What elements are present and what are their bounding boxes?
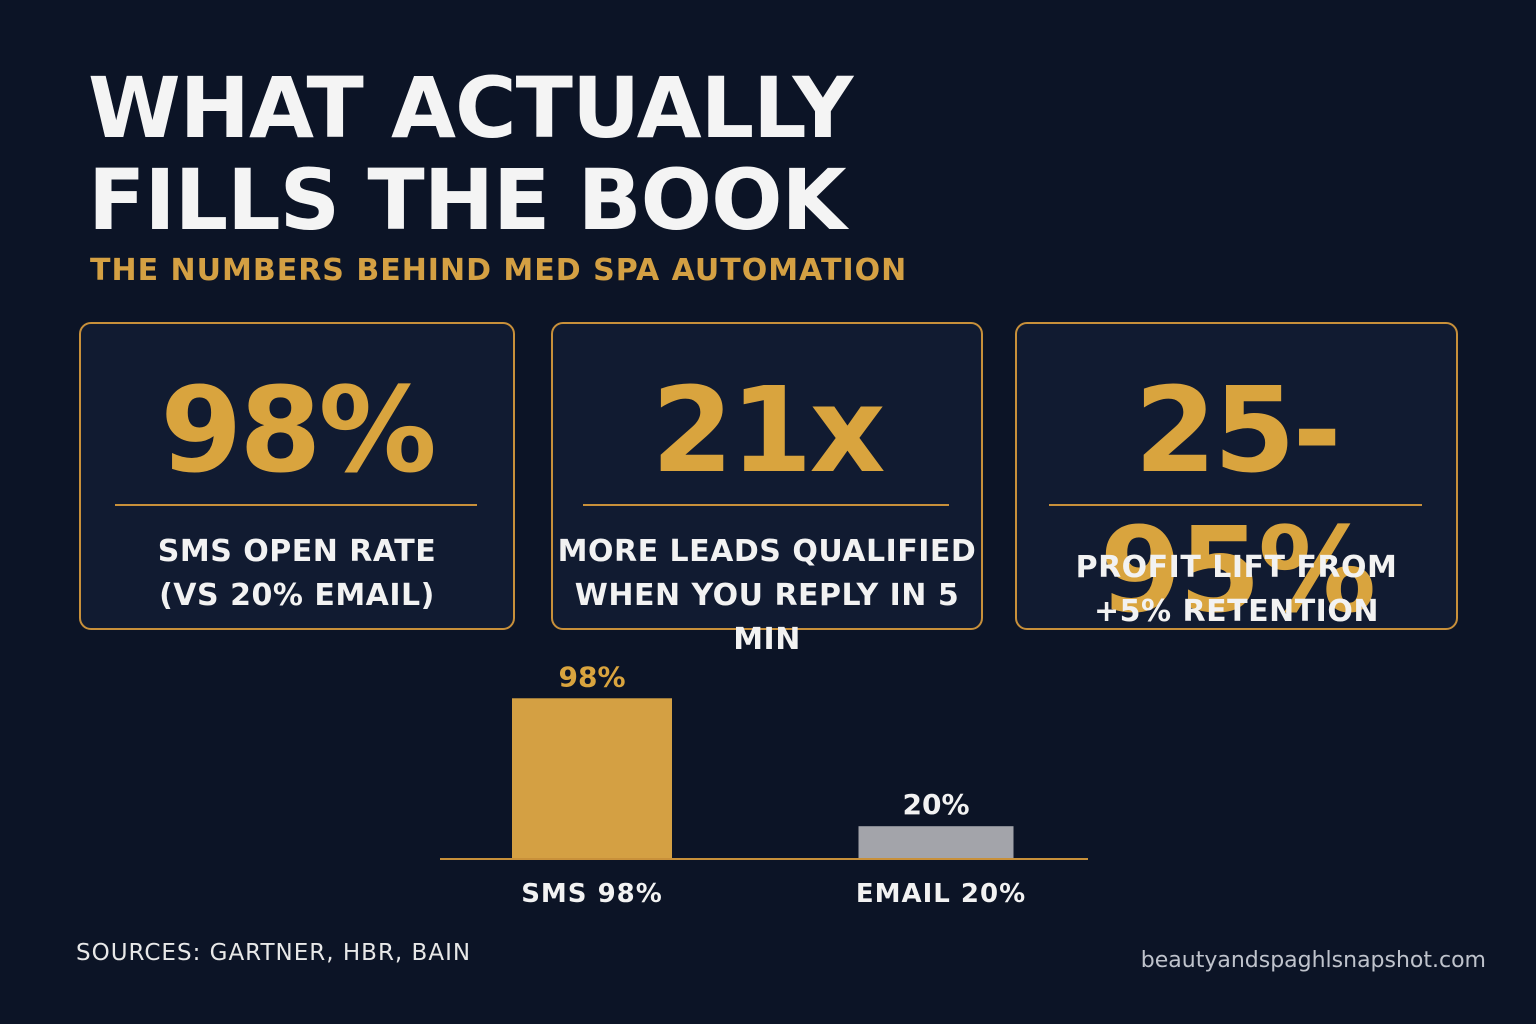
category-label: EMAIL 20% [856, 879, 1026, 909]
bar-sms [512, 698, 672, 859]
page-subtitle: THE NUMBERS BEHIND MED SPA AUTOMATION [90, 253, 908, 288]
stat-description-line-2: WHEN YOU REPLY IN 5 MIN [574, 578, 960, 657]
stat-description-line-1: PROFIT LIFT FROM [1075, 550, 1398, 585]
stat-description-line-1: MORE LEADS QUALIFIED [557, 534, 977, 569]
bar-email [858, 826, 1014, 859]
stat-value: 25-95% [1099, 361, 1376, 639]
open-rate-bar-chart: 98% SMS 98% 20% EMAIL 20% [440, 660, 1088, 909]
stat-description: PROFIT LIFT FROM +5% RETENTION [1017, 546, 1456, 634]
sources-note: SOURCES: GARTNER, HBR, BAIN [76, 940, 472, 966]
bar-value-label: 20% [902, 788, 969, 821]
stat-divider [1049, 504, 1422, 506]
stat-divider [115, 504, 477, 506]
title-line-2: FILLS THE BOOK [88, 151, 847, 249]
stat-card-leads-qualified: 21x MORE LEADS QUALIFIED WHEN YOU REPLY … [551, 322, 983, 657]
page-title: WHAT ACTUALLY FILLS THE BOOK [88, 62, 988, 246]
stat-description-line-2: (VS 20% EMAIL) [159, 578, 435, 613]
stat-description: SMS OPEN RATE (VS 20% EMAIL) [81, 530, 513, 618]
title-line-1: WHAT ACTUALLY [88, 59, 853, 157]
stat-description-line-2: +5% RETENTION [1094, 594, 1379, 629]
category-label: SMS 98% [521, 879, 663, 909]
stat-divider [583, 504, 949, 506]
bar-value-label: 98% [558, 660, 625, 693]
stat-description-line-1: SMS OPEN RATE [157, 534, 437, 569]
stat-card-profit-lift: 25-95% PROFIT LIFT FROM +5% RETENTION [1015, 322, 1458, 639]
stat-value: 21x [651, 361, 885, 499]
stat-value: 98% [160, 361, 436, 499]
stat-description: MORE LEADS QUALIFIED WHEN YOU REPLY IN 5… [553, 530, 981, 662]
stat-card-sms-open-rate: 98% SMS OPEN RATE (VS 20% EMAIL) [79, 322, 515, 630]
website-url: beautyandspaghlsnapshot.com [1140, 948, 1486, 973]
